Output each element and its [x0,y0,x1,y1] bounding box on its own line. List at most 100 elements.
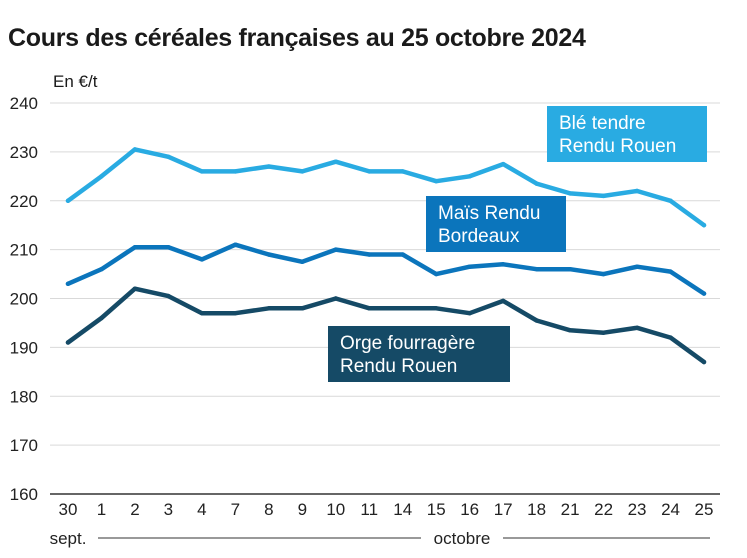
data-point [668,198,673,203]
series-lines [65,147,707,365]
y-tick-label: 240 [10,94,38,113]
data-point [99,315,104,321]
data-point [434,179,439,184]
data-point [99,174,104,179]
x-tick-label: 3 [164,500,173,519]
data-point [567,266,573,272]
data-point [534,181,539,186]
data-point [199,257,205,262]
data-point [166,154,171,159]
data-point [634,325,640,331]
data-point [434,271,439,277]
x-tick-label: 11 [360,500,378,519]
data-point [467,264,472,269]
x-tick-label: 22 [594,500,613,519]
x-tick-label: 1 [97,500,106,519]
x-tick-label: 24 [661,500,680,519]
data-point [467,310,472,316]
data-point [333,296,338,301]
data-point [166,244,171,250]
data-point [534,318,539,323]
data-point [500,161,506,167]
data-point [601,193,606,199]
data-point [500,262,506,267]
data-point [701,359,707,365]
series-label-box [426,196,566,252]
x-tick-label: 17 [494,500,513,519]
data-point [99,266,104,272]
data-point [233,242,238,247]
data-point [367,169,372,174]
series-label-text: Rendu Rouen [559,136,676,157]
y-tick-label: 160 [10,485,38,504]
data-point [65,340,71,345]
data-point [333,159,338,164]
data-point [233,310,238,316]
x-tick-label: 23 [628,500,647,519]
data-point [701,222,707,228]
data-point [132,147,138,152]
data-point [300,306,305,311]
chart-title: Cours des céréales françaises au 25 octo… [8,24,586,52]
x-tick-label: 7 [231,500,240,519]
x-tick-label: 25 [695,500,714,519]
y-tick-label: 180 [10,387,38,406]
data-point [266,164,272,169]
data-point [65,281,71,287]
x-tick-label: 8 [264,500,273,519]
series-label-box [328,326,510,382]
series-label-box [547,106,707,162]
data-point [534,266,539,272]
month-axis: sept. octobre [50,529,710,548]
data-point [400,252,405,257]
data-point [266,252,272,257]
data-point [166,293,171,299]
month-label: sept. [50,529,87,548]
data-point [701,291,707,296]
x-tick-label: 18 [527,500,546,519]
y-tick-label: 170 [10,436,38,455]
x-tick-label: 16 [460,500,479,519]
data-point [500,298,506,304]
data-point [367,252,372,257]
data-point [132,286,138,291]
data-point [400,169,405,174]
data-point [300,259,305,265]
series-label-text: Blé tendre [559,113,646,134]
data-point [367,306,372,311]
y-axis-unit: En €/t [53,72,98,91]
y-tick-label: 190 [10,338,38,357]
data-point [300,169,305,174]
data-point [132,244,138,250]
data-point [333,247,338,252]
data-point [567,328,573,333]
data-point [567,191,573,196]
x-axis-ticks: 30 1 2 3 4 7 8 9 10 11 14 15 16 17 18 21 22 23 24 25 [59,500,714,519]
x-tick-label: 14 [393,500,412,519]
data-point [668,269,673,274]
data-point [601,330,606,335]
x-tick-label: 30 [59,500,78,519]
x-tick-label: 2 [130,500,139,519]
series-label-text: Orge fourragère [340,333,475,354]
data-point [634,188,640,194]
data-point [65,198,71,203]
x-tick-label: 15 [427,500,446,519]
series-label-text: Maïs Rendu [438,203,540,224]
month-label: octobre [434,529,491,548]
y-tick-label: 230 [10,143,38,162]
x-tick-label: 21 [561,500,580,519]
x-tick-label: 9 [298,500,307,519]
data-point [601,271,606,277]
y-tick-label: 210 [10,241,38,260]
data-point [199,310,205,316]
data-point [400,306,405,311]
x-tick-label: 10 [326,500,345,519]
data-point [467,174,472,179]
data-point [233,169,238,174]
data-point [199,169,205,174]
